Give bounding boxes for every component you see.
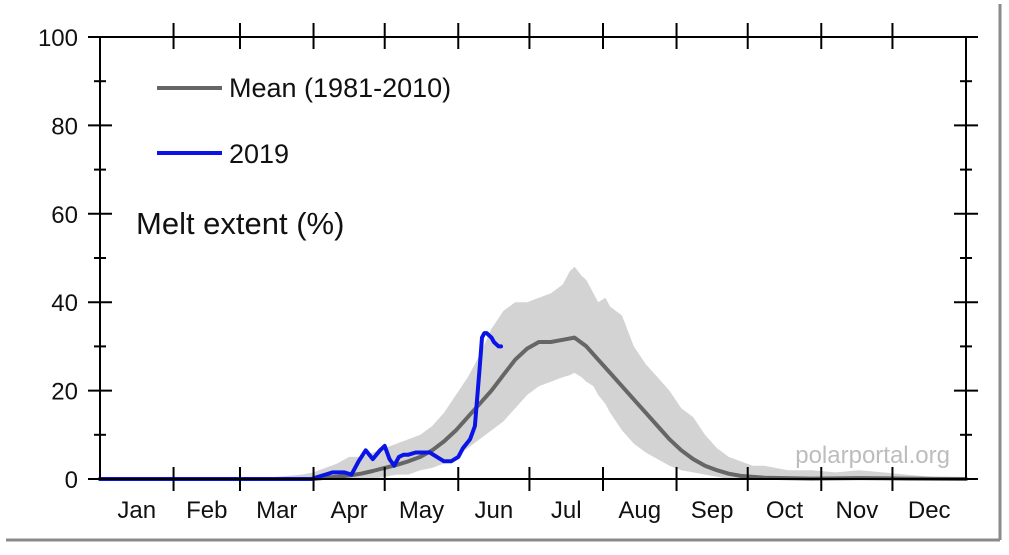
- series-line-2019: [98, 331, 503, 481]
- legend: Mean (1981-2010) 2019: [157, 73, 451, 169]
- band-layer: [242, 266, 966, 479]
- credit-text: polarportal.org: [795, 442, 950, 469]
- legend-2019-label: 2019: [229, 139, 289, 169]
- x-tick-label: Jun: [475, 497, 514, 524]
- y-tick-label: 40: [51, 290, 78, 317]
- x-tick-label: Jul: [551, 497, 582, 524]
- legend-mean-label: Mean (1981-2010): [229, 73, 451, 103]
- y-tick-label: 80: [51, 113, 78, 140]
- y-axis-title: Melt extent (%): [136, 206, 344, 241]
- axis-layer: 0 20 40 60 80 100 Jan Feb Mar Apr May Jun Jul Aug Sep O…: [38, 23, 978, 524]
- variability-band: [242, 266, 966, 479]
- plot-border: [99, 36, 967, 480]
- y-tick-label: 0: [65, 467, 78, 494]
- x-tick-label: Oct: [766, 497, 804, 524]
- y-tick-label: 60: [51, 202, 78, 229]
- x-tick-label: Apr: [330, 497, 367, 524]
- x-tick-label: Dec: [908, 497, 951, 524]
- series-line-mean: [98, 335, 968, 481]
- x-tick-label: Aug: [618, 497, 661, 524]
- x-tick-label: Jan: [117, 497, 156, 524]
- x-tick-label: Feb: [186, 497, 227, 524]
- y-tick-label: 20: [51, 379, 78, 406]
- y-tick-label: 100: [38, 25, 78, 52]
- x-tick-label: Nov: [836, 497, 879, 524]
- x-tick-label: Mar: [256, 497, 297, 524]
- series-layer: [98, 331, 968, 481]
- x-tick-label: May: [399, 497, 444, 524]
- x-tick-label: Sep: [691, 497, 734, 524]
